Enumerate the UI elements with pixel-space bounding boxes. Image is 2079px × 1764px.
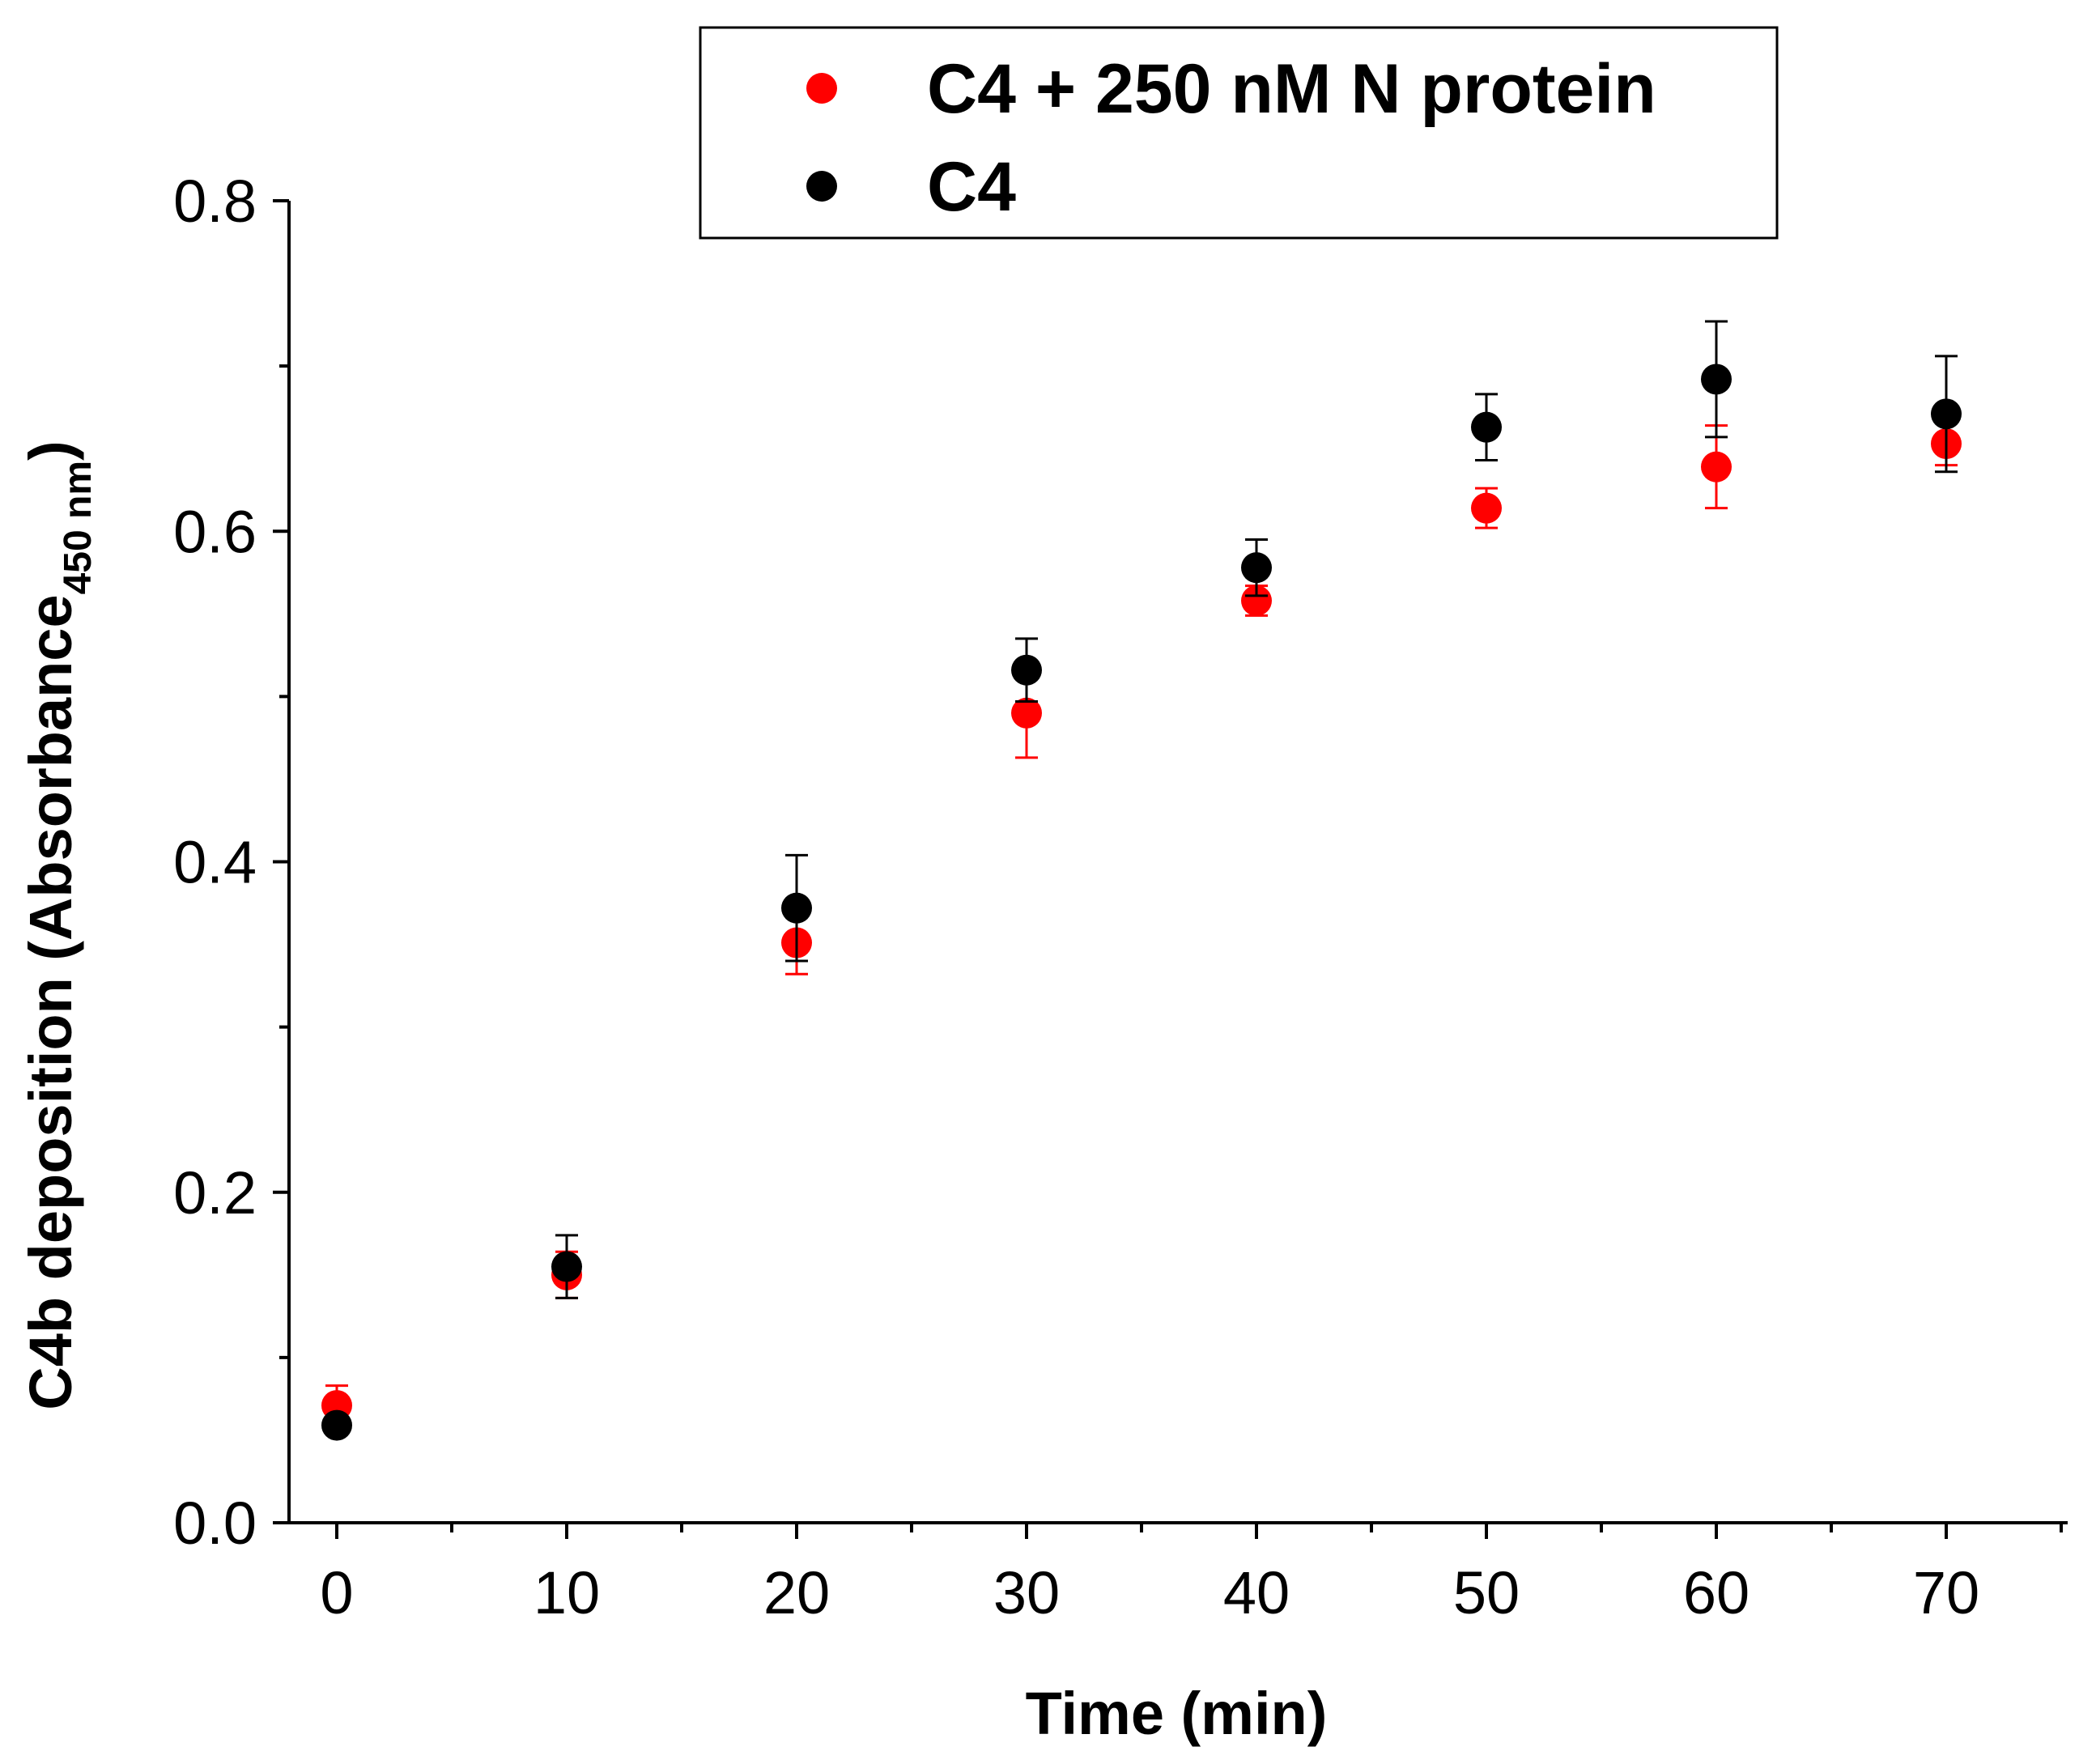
y-axis-title-main: C4b deposition (Absorbance: [17, 594, 84, 1409]
data-point-c4: [1701, 363, 1732, 395]
x-tick-label: 70: [1913, 1559, 1979, 1626]
legend: C4 + 250 nM N protein C4: [699, 26, 1779, 240]
legend-box: [699, 26, 1779, 240]
data-point-c4-n-protein: [1471, 492, 1502, 524]
x-tick-label: 60: [1683, 1559, 1750, 1626]
data-point-c4: [321, 1409, 352, 1441]
data-point-c4-n-protein: [1241, 584, 1272, 616]
legend-marker-c4: [806, 171, 837, 202]
axes: 0 10 20 30 40 50 60 70 0.0 0.2 0.4 0.6 0.8: [173, 168, 2068, 1626]
x-tick-label: 10: [534, 1559, 600, 1626]
y-tick-label: 0.2: [173, 1159, 257, 1226]
data-point-c4: [1011, 654, 1042, 686]
data-point-c4: [1931, 398, 1962, 430]
y-axis-title: C4b deposition (Absorbance450 nm): [17, 440, 100, 1409]
legend-label-c4-n-protein: C4 + 250 nM N protein: [927, 50, 1656, 128]
x-tick-label: 0: [320, 1559, 353, 1626]
x-tick-label: 50: [1453, 1559, 1520, 1626]
x-tick-label: 40: [1223, 1559, 1290, 1626]
data-point-c4: [1471, 411, 1502, 443]
y-axis-title-subscript: 450 nm: [57, 461, 100, 594]
y-tick-label: 0.0: [173, 1490, 257, 1557]
data-point-c4-n-protein: [1011, 697, 1042, 729]
y-tick-label: 0.4: [173, 829, 257, 896]
x-tick-label: 20: [763, 1559, 830, 1626]
x-tick-label: 30: [993, 1559, 1060, 1626]
legend-label-c4: C4: [927, 148, 1016, 226]
x-axis-title: Time (min): [1026, 1680, 1328, 1747]
legend-marker-c4-n-protein: [806, 73, 837, 104]
y-tick-label: 0.6: [173, 498, 257, 565]
series-c4: [321, 320, 1962, 1441]
data-point-c4: [781, 892, 812, 924]
y-axis-title-close: ): [17, 440, 84, 461]
y-tick-label: 0.8: [173, 168, 257, 235]
data-point-c4: [551, 1251, 582, 1282]
data-marks: [321, 320, 1962, 1441]
data-point-c4: [1241, 552, 1272, 584]
data-point-c4-n-protein: [1701, 451, 1732, 482]
